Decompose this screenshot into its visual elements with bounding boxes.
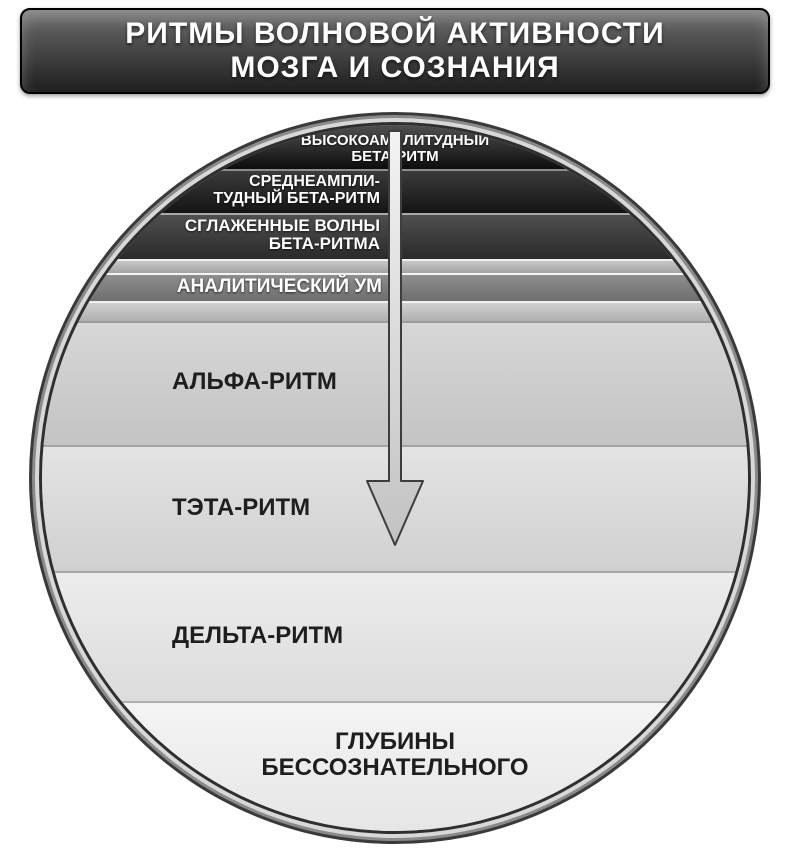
- band-analytical: [42, 273, 748, 301]
- band-label-deep: ГЛУБИНЫ БЕССОЗНАТЕЛЬНОГО: [42, 729, 748, 781]
- band-alpha: [42, 321, 748, 445]
- band-label-analytical: АНАЛИТИЧЕСКИЙ УМ: [177, 277, 382, 298]
- band-label-theta: ТЭТА-РИТМ: [172, 495, 310, 521]
- band-label-beta_smooth: СГЛАЖЕННЫЕ ВОЛНЫ БЕТА-РИТМА: [185, 217, 380, 254]
- title-bar: РИТМЫ ВОЛНОВОЙ АКТИВНОСТИ МОЗГА И СОЗНАН…: [20, 8, 770, 94]
- band-theta: [42, 445, 748, 571]
- band-label-beta_mid: СРЕДНЕАМПЛИ- ТУДНЫЙ БЕТА-РИТМ: [213, 173, 380, 208]
- title-line2: МОЗГА И СОЗНАНИЯ: [125, 51, 664, 86]
- band-beta_mid: [42, 169, 748, 213]
- brainwave-circle: ВЫСОКОАМПЛИТУДНЫЙ БЕТА-РИТМ СРЕДНЕАМПЛИ- …: [42, 125, 748, 831]
- band-beta_smooth: [42, 213, 748, 259]
- stage: РИТМЫ ВОЛНОВОЙ АКТИВНОСТИ МОЗГА И СОЗНАН…: [0, 0, 790, 850]
- title-line1: РИТМЫ ВОЛНОВОЙ АКТИВНОСТИ: [125, 17, 664, 52]
- title-text: РИТМЫ ВОЛНОВОЙ АКТИВНОСТИ МОЗГА И СОЗНАН…: [125, 17, 664, 86]
- band-gap2: [42, 301, 748, 321]
- band-label-alpha: АЛЬФА-РИТМ: [172, 369, 337, 395]
- band-gap1: [42, 259, 748, 273]
- band-label-beta_high: ВЫСОКОАМПЛИТУДНЫЙ БЕТА-РИТМ: [42, 133, 748, 165]
- band-label-delta: ДЕЛЬТА-РИТМ: [172, 623, 343, 649]
- band-delta: [42, 571, 748, 701]
